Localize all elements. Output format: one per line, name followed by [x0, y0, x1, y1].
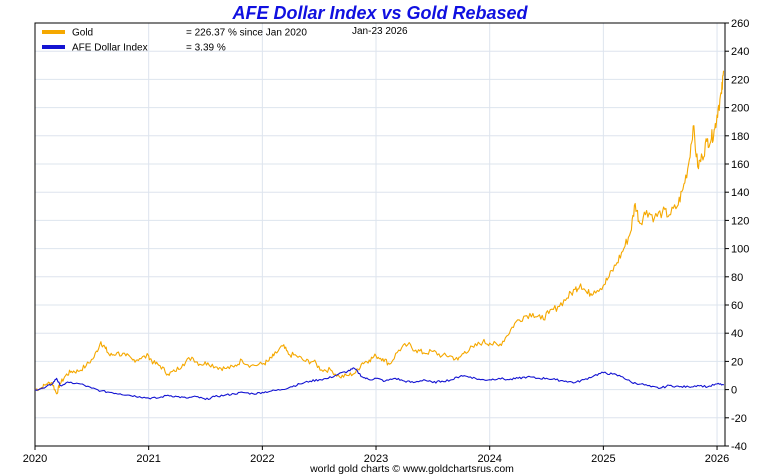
legend-value-dollar: = 3.39 % — [186, 43, 226, 54]
series-line-gold — [34, 70, 725, 395]
date-label: Jan-23 2026 — [352, 26, 408, 37]
y-tick-label-5: 160 — [731, 159, 749, 171]
axis-ticks: 260240220200180160140120100806040200-20-… — [23, 18, 750, 465]
y-tick-label-14: -20 — [731, 413, 747, 425]
x-tick-label-6: 2026 — [705, 453, 729, 465]
plot-area — [34, 22, 726, 447]
y-tick-label-15: -40 — [731, 441, 747, 453]
legend-value-gold: = 226.37 % since Jan 2020 — [186, 28, 307, 39]
y-tick-label-6: 140 — [731, 187, 749, 199]
y-tick-label-3: 200 — [731, 103, 749, 115]
x-tick-label-1: 2021 — [136, 453, 160, 465]
x-tick-label-2: 2022 — [250, 453, 274, 465]
y-tick-label-2: 220 — [731, 74, 749, 86]
y-tick-label-12: 20 — [731, 356, 743, 368]
x-tick-label-5: 2025 — [591, 453, 615, 465]
y-tick-label-9: 80 — [731, 272, 743, 284]
y-tick-label-1: 240 — [731, 46, 749, 58]
x-tick-label-4: 2024 — [477, 453, 501, 465]
x-tick-label-3: 2023 — [364, 453, 388, 465]
y-tick-label-4: 180 — [731, 131, 749, 143]
chart-title: AFE Dollar Index vs Gold Rebased — [231, 3, 528, 23]
y-tick-label-7: 120 — [731, 215, 749, 227]
y-tick-label-13: 0 — [731, 385, 737, 397]
y-tick-label-10: 60 — [731, 300, 743, 312]
source-credit: world gold charts © www.goldchartsrus.co… — [309, 463, 514, 475]
series-line-afe-dollar-index — [34, 367, 725, 401]
gridlines — [34, 22, 725, 447]
legend-label-dollar: AFE Dollar Index — [72, 43, 148, 54]
series-lines — [34, 70, 725, 401]
x-tick-label-0: 2020 — [23, 453, 47, 465]
y-tick-label-0: 260 — [731, 18, 749, 30]
legend: Gold = 226.37 % since Jan 2020 AFE Dolla… — [42, 26, 408, 54]
y-tick-label-8: 100 — [731, 244, 749, 256]
legend-label-gold: Gold — [72, 28, 93, 39]
y-tick-label-11: 40 — [731, 328, 743, 340]
